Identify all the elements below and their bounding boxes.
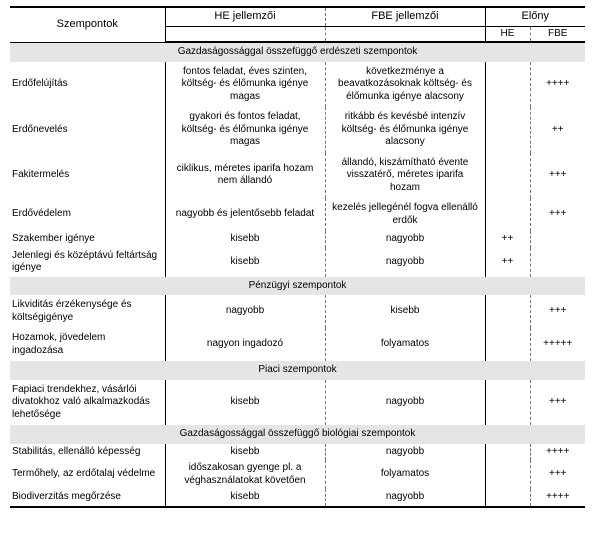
cell-adv-fbe: +++ [530,380,585,426]
cell-adv-he [485,460,530,489]
cell-adv-fbe: +++ [530,460,585,489]
cell-he: gyakori és fontos feladat, költség- és é… [165,107,325,153]
cell-he: kisebb [165,380,325,426]
table-row: Termőhely, az erdőtalaj védelmeidőszakos… [10,460,585,489]
cell-adv-he [485,295,530,328]
cell-adv-he [485,62,530,108]
header-fbe-features: FBE jellemzői [325,7,485,27]
table-header: Szempontok HE jellemzői FBE jellemzői El… [10,7,585,42]
cell-he: ciklikus, méretes iparifa hozam nem álla… [165,153,325,199]
cell-aspect: Fapiaci trendekhez, vásárlói divatokhoz … [10,380,165,426]
section-header: Piaci szempontok [10,361,585,380]
table-row: Erdőfelújításfontos feladat, éves szinte… [10,62,585,108]
cell-he: kisebb [165,444,325,461]
cell-fbe: kisebb [325,295,485,328]
cell-fbe: nagyobb [325,444,485,461]
cell-fbe: kezelés jellegénél fogva ellenálló erdők [325,198,485,231]
cell-fbe: folyamatos [325,460,485,489]
cell-aspect: Hozamok, jövedelem ingadozása [10,328,165,361]
table-row: Erdővédelemnagyobb és jelentősebb felada… [10,198,585,231]
cell-adv-he [485,328,530,361]
cell-fbe: nagyobb [325,231,485,248]
table-row: Szakember igényekisebbnagyobb++ [10,231,585,248]
cell-adv-he: ++ [485,231,530,248]
cell-aspect: Biodiverzitás megőrzése [10,489,165,507]
cell-adv-fbe: ++++ [530,62,585,108]
header-advantage: Előny [485,7,585,27]
header-spacer-fbe [325,27,485,43]
cell-adv-he: ++ [485,248,530,277]
table-row: Hozamok, jövedelem ingadozásanagyon inga… [10,328,585,361]
cell-he: nagyon ingadozó [165,328,325,361]
section-title: Gazdaságossággal összefüggő erdészeti sz… [10,42,585,62]
section-header: Pénzügyi szempontok [10,277,585,296]
cell-aspect: Stabilitás, ellenálló képesség [10,444,165,461]
cell-adv-fbe: ++ [530,107,585,153]
cell-fbe: nagyobb [325,380,485,426]
cell-adv-fbe [530,248,585,277]
cell-aspect: Erdőnevelés [10,107,165,153]
cell-aspect: Termőhely, az erdőtalaj védelme [10,460,165,489]
cell-he: kisebb [165,231,325,248]
cell-adv-fbe: +++ [530,153,585,199]
cell-aspect: Erdővédelem [10,198,165,231]
cell-aspect: Jelenlegi és középtávú feltártság igénye [10,248,165,277]
cell-adv-fbe: ++++ [530,444,585,461]
cell-adv-fbe: +++ [530,295,585,328]
cell-adv-he [485,444,530,461]
cell-adv-fbe: +++++ [530,328,585,361]
header-aspect: Szempontok [10,7,165,42]
section-title: Pénzügyi szempontok [10,277,585,296]
section-title: Gazdaságossággal összefüggő biológiai sz… [10,425,585,444]
cell-fbe: következménye a beavatkozásoknak költség… [325,62,485,108]
cell-he: időszakosan gyenge pl. a véghasználatoka… [165,460,325,489]
cell-he: nagyobb [165,295,325,328]
cell-aspect: Fakitermelés [10,153,165,199]
table-row: Fapiaci trendekhez, vásárlói divatokhoz … [10,380,585,426]
cell-fbe: ritkább és kevésbé intenzív költség- és … [325,107,485,153]
cell-adv-he [485,198,530,231]
cell-fbe: állandó, kiszámítható évente visszatérő,… [325,153,485,199]
cell-he: kisebb [165,248,325,277]
header-adv-he: HE [485,27,530,43]
section-title: Piaci szempontok [10,361,585,380]
cell-adv-he [485,153,530,199]
table-row: Stabilitás, ellenálló képességkisebbnagy… [10,444,585,461]
cell-he: nagyobb és jelentősebb feladat [165,198,325,231]
comparison-table: Szempontok HE jellemzői FBE jellemzői El… [10,6,585,508]
cell-he: kisebb [165,489,325,507]
table-body: Gazdaságossággal összefüggő erdészeti sz… [10,42,585,507]
table-row: Likviditás érzékenysége és költségigénye… [10,295,585,328]
cell-adv-he [485,380,530,426]
cell-aspect: Szakember igénye [10,231,165,248]
section-header: Gazdaságossággal összefüggő erdészeti sz… [10,42,585,62]
table-row: Biodiverzitás megőrzésekisebbnagyobb ++++ [10,489,585,507]
header-adv-fbe: FBE [530,27,585,43]
table-row: Fakitermelésciklikus, méretes iparifa ho… [10,153,585,199]
cell-fbe: nagyobb [325,248,485,277]
cell-adv-fbe [530,231,585,248]
table-row: Jelenlegi és középtávú feltártság igénye… [10,248,585,277]
header-he-features: HE jellemzői [165,7,325,27]
cell-fbe: nagyobb [325,489,485,507]
cell-adv-fbe: +++ [530,198,585,231]
header-spacer-he [165,27,325,43]
cell-aspect: Likviditás érzékenysége és költségigénye [10,295,165,328]
cell-adv-he [485,107,530,153]
cell-adv-fbe: ++++ [530,489,585,507]
cell-adv-he [485,489,530,507]
cell-aspect: Erdőfelújítás [10,62,165,108]
section-header: Gazdaságossággal összefüggő biológiai sz… [10,425,585,444]
cell-fbe: folyamatos [325,328,485,361]
table-row: Erdőnevelésgyakori és fontos feladat, kö… [10,107,585,153]
page: Szempontok HE jellemzői FBE jellemzői El… [0,0,595,544]
cell-he: fontos feladat, éves szinten, költség- é… [165,62,325,108]
